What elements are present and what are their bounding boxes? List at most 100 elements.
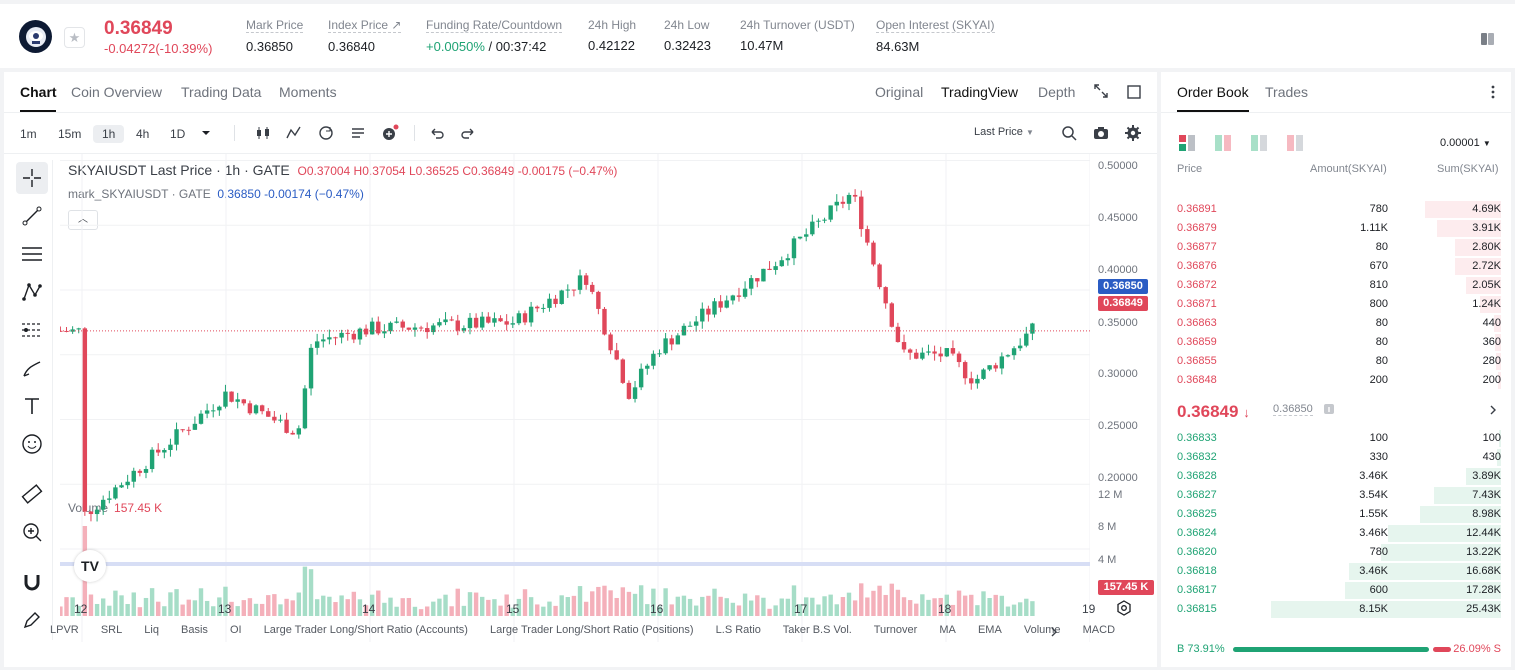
brush-tool-icon[interactable]	[16, 352, 48, 384]
text-tool-icon[interactable]	[16, 390, 48, 422]
candle-body	[956, 353, 962, 363]
book-icon[interactable]	[1481, 33, 1494, 45]
ask-row[interactable]: 0.36863 80 440	[1161, 314, 1511, 333]
trend-line-tool-icon[interactable]	[16, 200, 48, 232]
tab-chart[interactable]: Chart	[20, 84, 57, 100]
emoji-tool-icon[interactable]	[16, 428, 48, 460]
indicator-oi[interactable]: OI	[230, 624, 242, 636]
lock-pencil-tool-icon[interactable]	[16, 604, 48, 636]
tab-moments[interactable]: Moments	[279, 84, 337, 100]
ask-row[interactable]: 0.36876 670 2.72K	[1161, 257, 1511, 276]
timeframe-1h[interactable]: 1h	[93, 125, 125, 143]
bid-row[interactable]: 0.36815 8.15K 25.43K	[1161, 600, 1511, 619]
indicator-taker-vol[interactable]: Taker B.S Vol.	[782, 624, 852, 636]
bid-row[interactable]: 0.36820 780 13.22K	[1161, 543, 1511, 562]
indicator-srl[interactable]: SRL	[100, 624, 123, 636]
favorite-star-icon[interactable]: ★	[64, 27, 85, 48]
tab-coin-overview[interactable]: Coin Overview	[71, 84, 163, 100]
fib-tool-icon[interactable]	[16, 314, 48, 346]
redo-icon[interactable]	[459, 124, 477, 142]
compare-icon[interactable]	[317, 124, 335, 142]
timeframe-1d[interactable]: 1D	[170, 127, 186, 141]
ask-row[interactable]: 0.36871 800 1.24K	[1161, 295, 1511, 314]
ask-row[interactable]: 0.36879 1.11K 3.91K	[1161, 219, 1511, 238]
ask-row[interactable]: 0.36877 80 2.80K	[1161, 238, 1511, 257]
expand-icon[interactable]	[1094, 84, 1108, 98]
crosshair-tool-icon[interactable]	[16, 162, 48, 194]
price-type-select[interactable]: Last Price ▼	[974, 126, 1034, 138]
horizontal-lines-tool-icon[interactable]	[16, 238, 48, 270]
price-chart[interactable]	[60, 154, 1090, 642]
indicator-macd[interactable]: MACD	[1082, 624, 1116, 636]
tab-trades[interactable]: Trades	[1265, 84, 1309, 100]
indicator-lt-positions[interactable]: Large Trader Long/Short Ratio (Positions…	[489, 624, 694, 636]
precision-select[interactable]: 0.00001 ▼	[1440, 137, 1491, 149]
stat-funding-rate[interactable]: Funding Rate/Countdown +0.0050% / 00:37:…	[426, 18, 563, 54]
view-bids-icon[interactable]	[1251, 135, 1267, 151]
candle-body	[785, 258, 791, 261]
indicator-lpvr[interactable]: LPVR	[50, 624, 79, 636]
view-tab-depth[interactable]: Depth	[1038, 84, 1076, 100]
settings-gear-icon[interactable]	[1124, 124, 1142, 142]
more-vertical-icon[interactable]	[1486, 84, 1500, 100]
indicators-icon[interactable]	[285, 124, 303, 142]
bid-row[interactable]: 0.36828 3.46K 3.89K	[1161, 467, 1511, 486]
bid-row[interactable]: 0.36817 600 17.28K	[1161, 581, 1511, 600]
magnet-tool-icon[interactable]	[16, 566, 48, 598]
add-indicator-icon[interactable]	[381, 124, 399, 142]
indicator-ma[interactable]: MA	[939, 624, 956, 636]
candle-type-icon[interactable]	[254, 124, 272, 142]
collapse-legend-button[interactable]: ︿	[68, 210, 98, 230]
view-tab-tradingview[interactable]: TradingView	[941, 84, 1019, 100]
tab-trading-data[interactable]: Trading Data	[181, 84, 262, 100]
ask-row[interactable]: 0.36872 810 2.05K	[1161, 276, 1511, 295]
bid-row[interactable]: 0.36825 1.55K 8.98K	[1161, 505, 1511, 524]
stat-open-interest[interactable]: Open Interest (SKYAI) 84.63M	[876, 18, 995, 54]
indicator-liq[interactable]: Liq	[144, 624, 159, 636]
tab-order-book[interactable]: Order Book	[1177, 84, 1249, 100]
templates-icon[interactable]	[349, 124, 367, 142]
pattern-tool-icon[interactable]	[16, 276, 48, 308]
bid-row[interactable]: 0.36824 3.46K 12.44K	[1161, 524, 1511, 543]
view-asks-icon[interactable]	[1287, 135, 1303, 151]
search-icon[interactable]	[1060, 124, 1078, 142]
zoom-in-tool-icon[interactable]	[16, 516, 48, 548]
undo-icon[interactable]	[428, 124, 446, 142]
chevron-right-icon[interactable]	[1487, 403, 1499, 417]
bid-row[interactable]: 0.36818 3.46K 16.68K	[1161, 562, 1511, 581]
indicator-ema[interactable]: EMA	[977, 624, 1002, 636]
indicator-basis[interactable]: Basis	[181, 624, 208, 636]
indicator-volume[interactable]: Volume	[1023, 624, 1061, 636]
stat-index-price[interactable]: Index Price ↗ 0.36840	[328, 18, 402, 54]
indicator-ls-ratio[interactable]: L.S Ratio	[715, 624, 761, 636]
ask-row[interactable]: 0.36848 200 200	[1161, 371, 1511, 390]
ask-row[interactable]: 0.36859 80 360	[1161, 333, 1511, 352]
camera-icon[interactable]	[1092, 124, 1110, 142]
candle-body	[693, 321, 699, 326]
view-both-icon[interactable]	[1179, 135, 1195, 151]
timeframe-15m[interactable]: 15m	[58, 127, 82, 141]
stat-mark-price[interactable]: Mark Price 0.36850	[246, 18, 304, 54]
chevron-down-icon[interactable]	[197, 124, 215, 142]
indicator-lt-accounts[interactable]: Large Trader Long/Short Ratio (Accounts)	[263, 624, 468, 636]
indicator-bar: LPVR SRL Liq Basis OI Large Trader Long/…	[50, 624, 1115, 644]
pane-separator[interactable]	[60, 562, 1090, 566]
indicator-turnover[interactable]: Turnover	[873, 624, 918, 636]
timeframe-4h[interactable]: 4h	[136, 127, 150, 141]
candle-body	[834, 201, 839, 206]
ask-row[interactable]: 0.36891 780 4.69K	[1161, 200, 1511, 219]
bid-row[interactable]: 0.36827 3.54K 7.43K	[1161, 486, 1511, 505]
view-bids-asks-icon[interactable]	[1215, 135, 1231, 151]
timeframe-1m[interactable]: 1m	[20, 127, 37, 141]
candle-body	[553, 298, 558, 304]
bid-row[interactable]: 0.36832 330 430	[1161, 448, 1511, 467]
bid-row[interactable]: 0.36833 100 100	[1161, 429, 1511, 448]
axis-settings-icon[interactable]	[1116, 600, 1132, 616]
ruler-tool-icon[interactable]	[16, 478, 48, 510]
ask-row[interactable]: 0.36855 80 280	[1161, 352, 1511, 371]
window-icon[interactable]	[1127, 85, 1141, 99]
view-tab-original[interactable]: Original	[875, 84, 924, 100]
y-tick: 0.20000	[1098, 472, 1138, 484]
chevron-right-icon[interactable]	[1048, 625, 1060, 639]
info-shield-icon[interactable]	[1323, 403, 1335, 415]
